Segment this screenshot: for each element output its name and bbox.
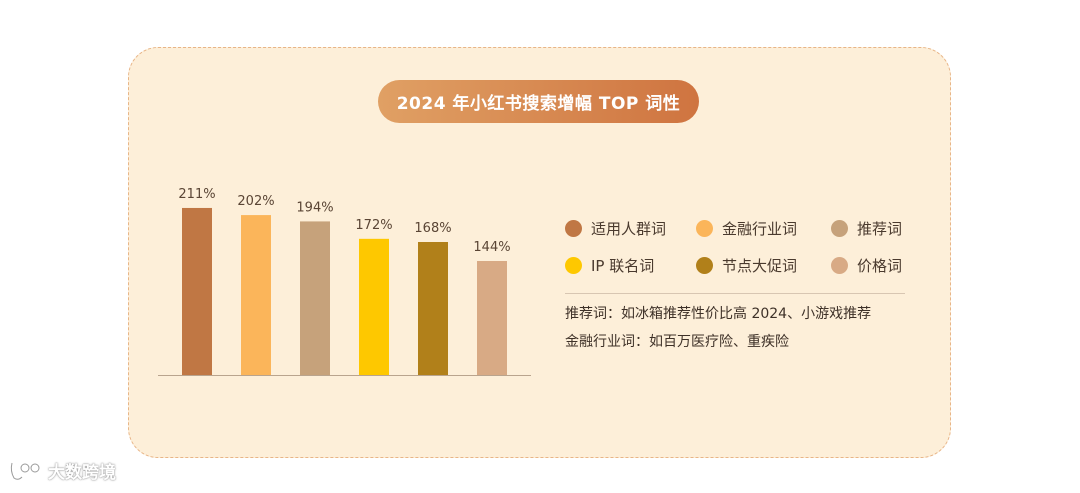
logo-icon: [9, 461, 41, 481]
legend-item-4: IP 联名词: [565, 255, 654, 276]
legend-label-4: IP 联名词: [591, 257, 655, 275]
watermark: 大数跨境: [8, 458, 116, 483]
chart-title: 2024 年小红书搜索增幅 TOP 词性: [378, 80, 699, 123]
note-finance: 金融行业词：如百万医疗险、重疾险: [565, 334, 789, 350]
bar-1: [182, 207, 212, 375]
legend-item-1: 适用人群词: [565, 218, 666, 239]
bar-value-label-2: 202%: [237, 194, 274, 209]
legend-item-3: 推荐词: [831, 218, 902, 239]
note-recommend: 推荐词：如冰箱推荐性价比高 2024、小游戏推荐: [565, 306, 872, 322]
legend-item-2: 金融行业词: [696, 218, 797, 239]
bar-2: [241, 215, 271, 375]
bar-value-label-5: 168%: [414, 221, 451, 236]
legend-item-5: 节点大促词: [696, 255, 797, 276]
bar-5: [418, 242, 448, 375]
legend-label-5: 节点大促词: [722, 257, 798, 275]
watermark-text: 大数跨境: [48, 463, 116, 483]
legend-swatch-2: [696, 220, 713, 237]
legend-swatch-4: [565, 257, 582, 274]
legend-swatch-5: [696, 257, 713, 274]
legend-divider: [565, 293, 905, 294]
bar-3: [300, 221, 330, 375]
legend-item-6: 价格词: [831, 255, 902, 276]
bar-value-label-1: 211%: [178, 187, 215, 202]
legend-label-6: 价格词: [857, 257, 903, 275]
legend-label-1: 适用人群词: [591, 220, 667, 238]
legend-swatch-1: [565, 220, 582, 237]
legend-label-2: 金融行业词: [722, 220, 798, 238]
bar-value-label-4: 172%: [355, 218, 392, 233]
bar-value-label-3: 194%: [296, 200, 333, 215]
bar-6: [477, 261, 507, 375]
legend-swatch-6: [831, 257, 848, 274]
legend-swatch-3: [831, 220, 848, 237]
legend-label-3: 推荐词: [857, 220, 903, 238]
bar-4: [359, 238, 389, 375]
bar-value-label-6: 144%: [473, 240, 510, 255]
